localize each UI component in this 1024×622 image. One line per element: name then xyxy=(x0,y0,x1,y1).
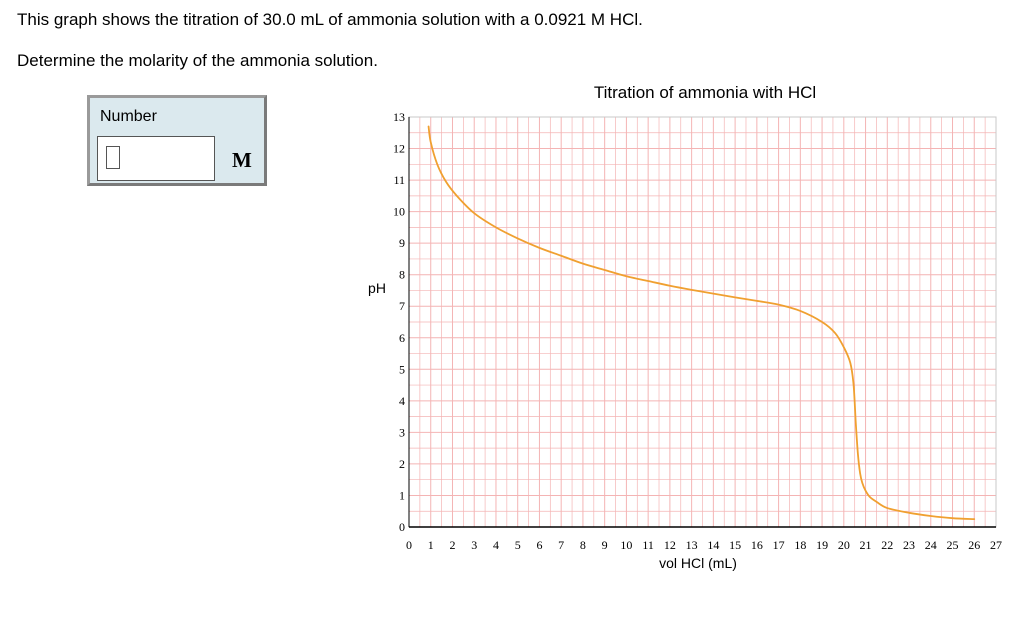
chart-title: Titration of ammonia with HCl xyxy=(594,83,816,102)
y-axis-label: pH xyxy=(368,280,386,296)
titration-curve xyxy=(427,125,976,521)
y-tick-label: 5 xyxy=(399,362,405,376)
x-tick-label: 10 xyxy=(620,538,632,552)
x-tick-label: 24 xyxy=(925,538,937,552)
y-tick-label: 6 xyxy=(399,331,405,345)
x-tick-label: 17 xyxy=(773,538,785,552)
x-tick-label: 6 xyxy=(536,538,542,552)
x-tick-label: 12 xyxy=(664,538,676,552)
y-tick-label: 13 xyxy=(393,110,405,124)
answer-panel: Number M xyxy=(87,95,267,186)
y-tick-label: 7 xyxy=(399,299,405,313)
x-tick-label: 19 xyxy=(816,538,828,552)
question-line-2: Determine the molarity of the ammonia so… xyxy=(17,51,378,70)
x-tick-label: 14 xyxy=(707,538,719,552)
answer-number-input[interactable] xyxy=(97,136,215,181)
x-tick-label: 25 xyxy=(947,538,959,552)
x-axis-label: vol HCl (mL) xyxy=(659,555,737,571)
question-line-1: This graph shows the titration of 30.0 m… xyxy=(17,10,643,29)
x-tick-label: 5 xyxy=(515,538,521,552)
x-tick-label: 18 xyxy=(794,538,806,552)
chart-series xyxy=(427,125,976,521)
x-tick-label: 0 xyxy=(406,538,412,552)
y-tick-label: 12 xyxy=(393,142,405,156)
chart-axes xyxy=(408,116,997,528)
x-tick-label: 7 xyxy=(558,538,564,552)
answer-unit: M xyxy=(232,148,252,172)
x-tick-label: 22 xyxy=(881,538,893,552)
x-tick-label: 23 xyxy=(903,538,915,552)
y-tick-label: 8 xyxy=(399,268,405,282)
y-tick-label: 10 xyxy=(393,205,405,219)
answer-label: Number xyxy=(100,108,157,125)
y-tick-label: 1 xyxy=(399,488,405,502)
text-cursor-icon xyxy=(106,146,120,169)
x-tick-label: 3 xyxy=(471,538,477,552)
x-tick-label: 1 xyxy=(428,538,434,552)
x-tick-label: 26 xyxy=(968,538,980,552)
x-tick-label: 21 xyxy=(860,538,872,552)
x-tick-label: 8 xyxy=(580,538,586,552)
y-tick-label: 9 xyxy=(399,236,405,250)
x-tick-label: 4 xyxy=(493,538,499,552)
x-tick-label: 13 xyxy=(686,538,698,552)
x-tick-label: 15 xyxy=(729,538,741,552)
chart-tick-labels: 0 1 2 3 4 5 6 7 8 9 10 11 12 13 14 15 16 17 18 19 20 21 22 23 24… xyxy=(393,110,1002,552)
x-tick-label: 27 xyxy=(990,538,1002,552)
y-tick-label: 4 xyxy=(399,394,405,408)
x-tick-label: 20 xyxy=(838,538,850,552)
x-tick-label: 11 xyxy=(642,538,654,552)
x-tick-label: 16 xyxy=(751,538,763,552)
y-tick-label: 2 xyxy=(399,457,405,471)
y-tick-label: 3 xyxy=(399,425,405,439)
chart-grid xyxy=(408,116,997,528)
x-tick-label: 9 xyxy=(602,538,608,552)
y-tick-label: 11 xyxy=(393,173,405,187)
x-tick-label: 2 xyxy=(449,538,455,552)
y-tick-label: 0 xyxy=(399,520,405,534)
